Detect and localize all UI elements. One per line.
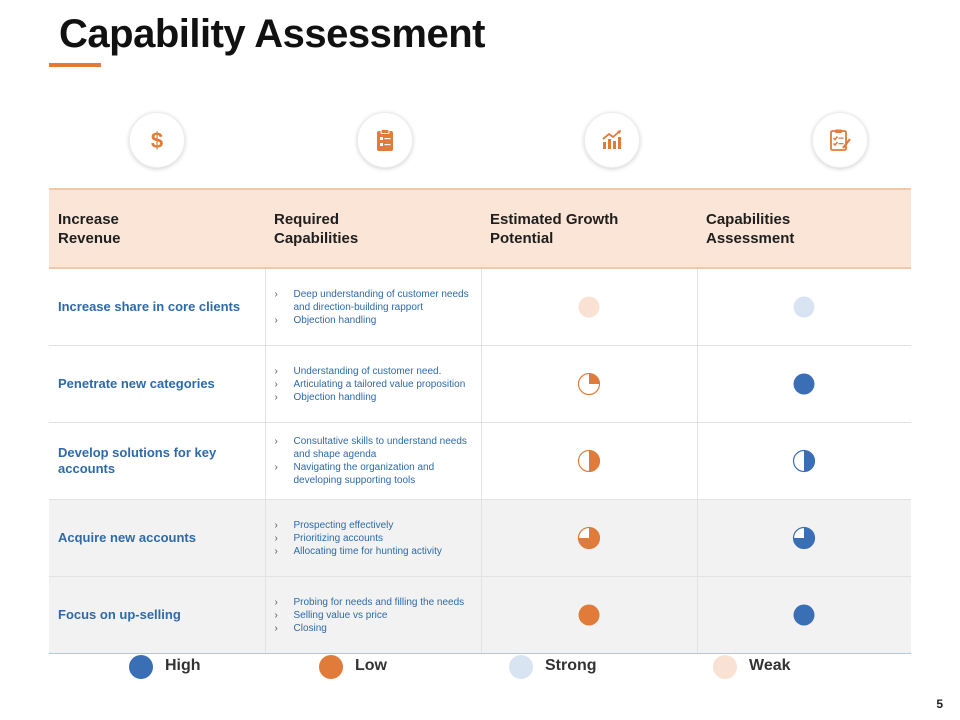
assessment-indicator — [793, 449, 816, 473]
growth-indicator — [578, 604, 600, 626]
capabilities-cell: Consultative skills to understand needs … — [264, 422, 481, 500]
capability-item: Prospecting effectively — [275, 519, 473, 532]
header-label: Capabilities Assessment — [706, 210, 795, 247]
dollar-icon: $ — [129, 112, 185, 168]
legend-label: Weak — [749, 657, 791, 674]
legend-swatch — [129, 655, 153, 679]
bar-chart-growth-icon — [584, 112, 640, 168]
indicator-fill — [589, 373, 600, 384]
growth-indicator — [578, 296, 600, 318]
assessment-cell — [696, 422, 911, 500]
legend-label: High — [165, 657, 201, 674]
growth-cell — [480, 422, 697, 500]
page-number: 5 — [936, 697, 943, 711]
clipboard-list-icon — [357, 112, 413, 168]
capability-item: Navigating the organization and developi… — [275, 461, 473, 487]
growth-indicator — [577, 372, 601, 396]
growth-cell — [480, 268, 697, 346]
table-row: Focus on up-selling Probing for needs an… — [49, 576, 911, 654]
table-row: Penetrate new categories Understanding o… — [49, 345, 911, 423]
assessment-indicator — [793, 526, 816, 550]
objective-cell: Develop solutions for key accounts — [49, 422, 265, 500]
capabilities-cell: Probing for needs and filling the needs … — [264, 576, 481, 654]
growth-cell — [480, 576, 697, 654]
svg-text:$: $ — [151, 128, 163, 152]
checklist-pencil-icon — [812, 112, 868, 168]
header-label: Estimated Growth Potential — [490, 210, 619, 247]
capabilities-cell: Deep understanding of customer needs and… — [264, 268, 481, 346]
indicator-circle — [793, 296, 815, 318]
assessment-cell — [696, 268, 911, 346]
capability-item: Closing — [275, 622, 473, 635]
page-title: Capability Assessment — [59, 12, 485, 56]
growth-cell — [480, 499, 697, 577]
indicator-circle — [578, 296, 600, 318]
assessment-cell — [696, 499, 911, 577]
capability-table: Increase Revenue Required Capabilities E… — [49, 188, 911, 654]
assessment-cell — [696, 576, 911, 654]
assessment-indicator — [793, 296, 815, 318]
legend-label: Strong — [545, 657, 597, 674]
growth-indicator — [577, 526, 601, 550]
indicator-circle — [578, 604, 600, 626]
indicator-circle — [793, 373, 815, 395]
header-estimated-growth: Estimated Growth Potential — [481, 188, 697, 269]
header-label: Required Capabilities — [274, 210, 359, 247]
table-row: Acquire new accounts Prospecting effecti… — [49, 499, 911, 577]
indicator-fill — [578, 527, 600, 549]
objective-cell: Increase share in core clients — [49, 268, 265, 346]
capability-item: Consultative skills to understand needs … — [275, 435, 473, 461]
capability-item: Articulating a tailored value propositio… — [275, 378, 473, 391]
objective-cell: Penetrate new categories — [49, 345, 265, 423]
legend-swatch — [509, 655, 533, 679]
capability-item: Objection handling — [275, 314, 473, 327]
header-increase-revenue: Increase Revenue — [49, 188, 265, 269]
objective-cell: Acquire new accounts — [49, 499, 265, 577]
legend-label: Low — [355, 657, 387, 674]
indicator-circle — [793, 604, 815, 626]
capability-item: Selling value vs price — [275, 609, 473, 622]
header-capabilities-assessment: Capabilities Assessment — [697, 188, 911, 269]
indicator-fill — [804, 450, 815, 472]
capability-item: Allocating time for hunting activity — [275, 545, 473, 558]
table-header-row: Increase Revenue Required Capabilities E… — [49, 188, 911, 269]
title-underline — [49, 63, 101, 67]
header-required-capabilities: Required Capabilities — [265, 188, 481, 269]
capability-item: Prioritizing accounts — [275, 532, 473, 545]
indicator-fill — [793, 527, 815, 549]
capabilities-cell: Prospecting effectively Prioritizing acc… — [264, 499, 481, 577]
indicator-fill — [589, 450, 600, 472]
growth-indicator — [577, 449, 601, 473]
assessment-indicator — [793, 604, 815, 626]
table-row: Develop solutions for key accounts Consu… — [49, 422, 911, 500]
legend-swatch — [319, 655, 343, 679]
capability-item: Probing for needs and filling the needs — [275, 596, 473, 609]
capability-item: Objection handling — [275, 391, 473, 404]
table-row: Increase share in core clients Deep unde… — [49, 268, 911, 346]
capability-item: Deep understanding of customer needs and… — [275, 288, 473, 314]
objective-cell: Focus on up-selling — [49, 576, 265, 654]
growth-cell — [480, 345, 697, 423]
capability-item: Understanding of customer need. — [275, 365, 473, 378]
legend-swatch — [713, 655, 737, 679]
assessment-indicator — [793, 373, 815, 395]
assessment-cell — [696, 345, 911, 423]
capabilities-cell: Understanding of customer need. Articula… — [264, 345, 481, 423]
header-label: Increase Revenue — [58, 210, 121, 247]
